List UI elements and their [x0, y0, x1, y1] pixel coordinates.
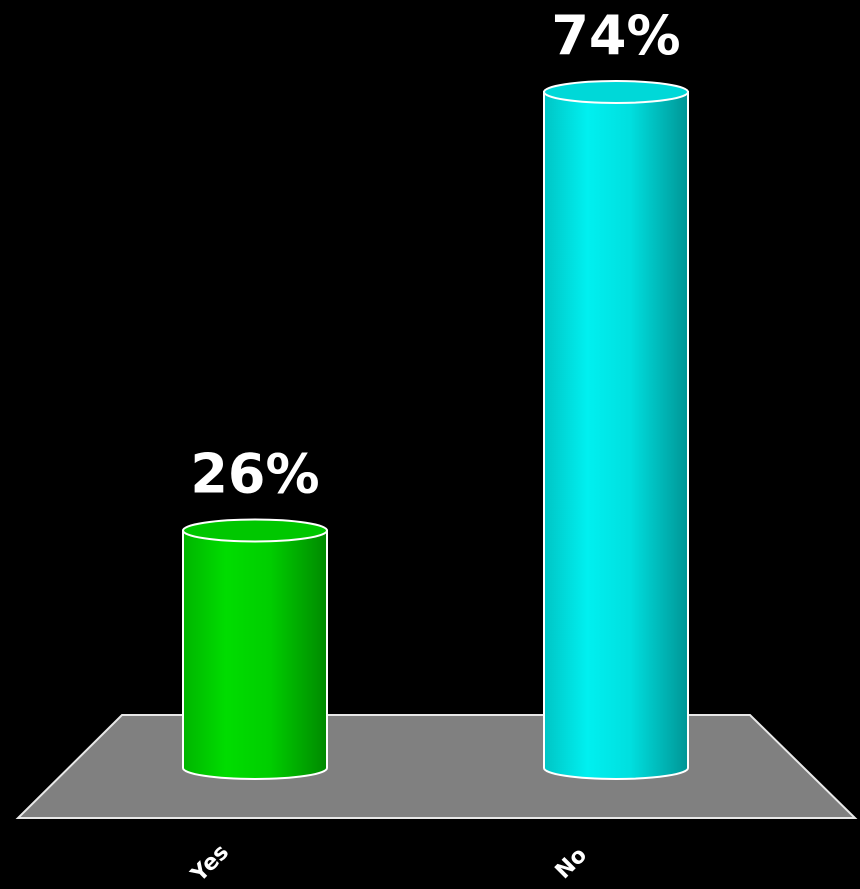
category-label-no: No: [551, 843, 592, 884]
bar-body-0: [182, 529, 328, 780]
chart-floor: [15, 714, 858, 819]
category-label-yes: Yes: [186, 840, 234, 888]
data-label-no: 74%: [551, 4, 680, 67]
bar-body-1: [543, 91, 689, 780]
bars-layer: [182, 80, 689, 780]
bar-yes: [182, 518, 328, 780]
bar-top-1: [543, 80, 689, 105]
data-label-yes: 26%: [190, 442, 319, 505]
bar-no: [543, 80, 689, 780]
bar-top-0: [182, 518, 328, 543]
